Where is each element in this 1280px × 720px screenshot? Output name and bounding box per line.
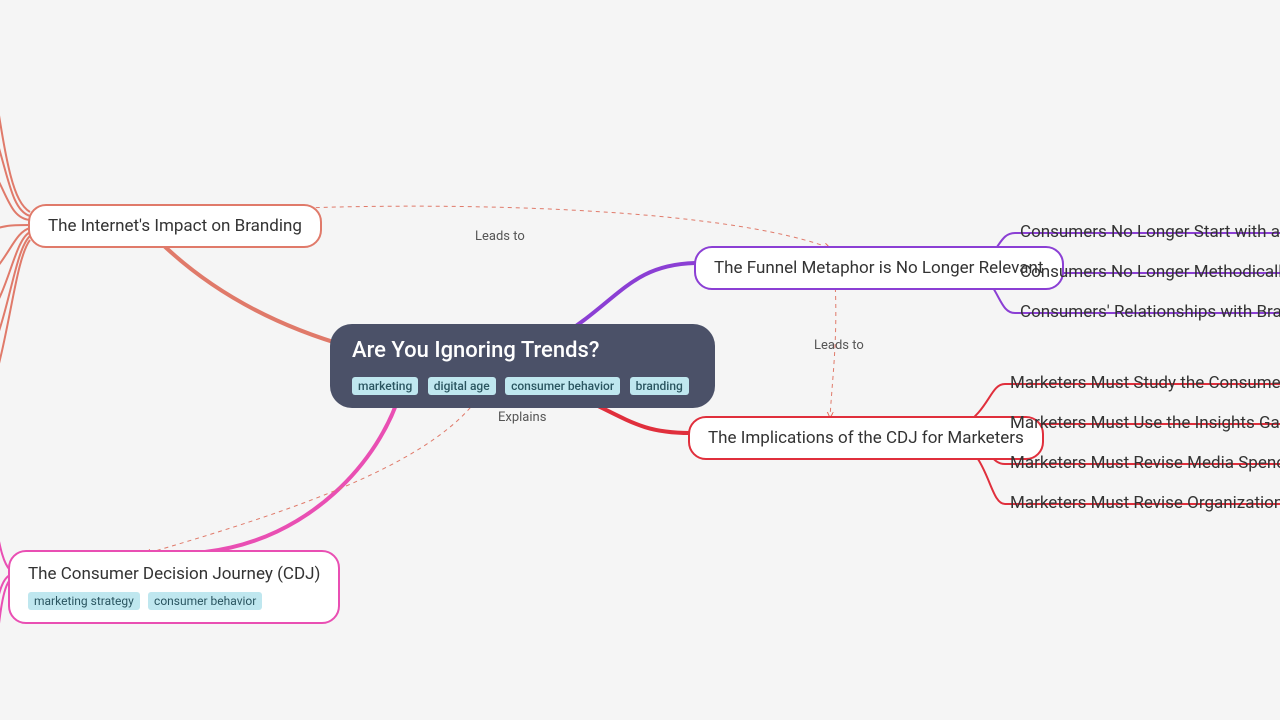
leaf-impl-4[interactable]: Marketers Must Revise Organizational Rol… (1010, 487, 1280, 519)
edge-label-leads-to-2: Leads to (814, 338, 864, 353)
edge-central-internet (160, 242, 350, 347)
tag[interactable]: consumer behavior (505, 377, 620, 395)
tag[interactable]: marketing (352, 377, 418, 395)
leaf-funnel-1[interactable]: Consumers No Longer Start with a Large N… (1020, 216, 1280, 248)
edge-label-leads-to-1: Leads to (475, 229, 525, 244)
node-label: The Internet's Impact on Branding (48, 216, 302, 236)
node-label: The Consumer Decision Journey (CDJ) (28, 564, 320, 584)
edge-central-cdj (205, 393, 400, 552)
node-label: The Implications of the CDJ for Marketer… (708, 428, 1024, 448)
mindmap-canvas[interactable]: Are You Ignoring Trends? marketing digit… (0, 0, 1280, 720)
edge-label-explains: Explains (498, 410, 546, 425)
tag[interactable]: branding (630, 377, 689, 395)
leaf-label: Marketers Must Study the Consumer Decisi… (1010, 373, 1280, 393)
leaf-label: Marketers Must Revise Media Spend (1010, 453, 1280, 473)
leaf-impl-3[interactable]: Marketers Must Revise Media Spend (1010, 447, 1280, 479)
edge-central-to-cdj-explains (145, 395, 480, 554)
central-tags: marketing digital age consumer behavior … (352, 371, 693, 396)
node-internet-branding[interactable]: The Internet's Impact on Branding (28, 204, 322, 248)
leaf-funnel-3[interactable]: Consumers' Relationships with Brands No … (1020, 296, 1280, 328)
tag[interactable]: consumer behavior (148, 592, 262, 610)
central-title: Are You Ignoring Trends? (352, 338, 693, 363)
leaf-impl-1[interactable]: Marketers Must Study the Consumer Decisi… (1010, 367, 1280, 399)
node-implications[interactable]: The Implications of the CDJ for Marketer… (688, 416, 1044, 460)
leaf-label: Consumers' Relationships with Brands No … (1020, 302, 1280, 322)
tag[interactable]: digital age (428, 377, 496, 395)
leaf-label: Consumers No Longer Start with a Large N… (1020, 222, 1280, 242)
leaf-label: Marketers Must Use the Insights Gained t… (1010, 413, 1280, 433)
node-label: The Funnel Metaphor is No Longer Relevan… (714, 258, 1044, 278)
node-cdj[interactable]: The Consumer Decision Journey (CDJ) mark… (8, 550, 340, 624)
leaf-funnel-2[interactable]: Consumers No Longer Methodically Winnow (1020, 256, 1280, 288)
central-node[interactable]: Are You Ignoring Trends? marketing digit… (330, 324, 715, 408)
leaf-label: Consumers No Longer Methodically Winnow (1020, 262, 1280, 282)
tag[interactable]: marketing strategy (28, 592, 140, 610)
node-funnel[interactable]: The Funnel Metaphor is No Longer Relevan… (694, 246, 1064, 290)
leaf-impl-2[interactable]: Marketers Must Use the Insights Gained t… (1010, 407, 1280, 439)
leaf-label: Marketers Must Revise Organizational Rol… (1010, 493, 1280, 513)
